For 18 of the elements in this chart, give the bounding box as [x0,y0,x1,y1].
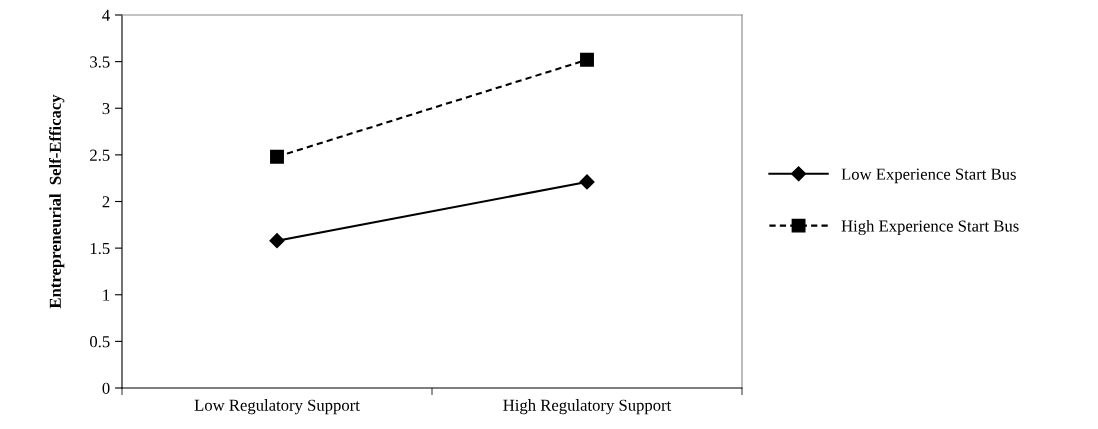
y-tick-label: 0 [102,382,110,394]
y-tick-label: 3.5 [90,56,110,68]
legend-label: Low Experience Start Bus [841,168,1016,184]
point [269,233,285,249]
y-tick-label: 1 [103,289,110,301]
y-tick-label: 2 [102,196,110,208]
x-tick-label: Low Regulatory Support [194,399,360,415]
point [270,149,284,164]
y-axis-title: Entrepreneurial Self-Efficacy [49,94,65,309]
y-tick-label: 3 [102,103,110,115]
point [579,174,595,190]
legend-label: High Experience Start Bus [841,219,1019,236]
y-tick-label: 2.5 [90,149,110,161]
y-tick-label: 0.5 [90,336,110,348]
x-tick-label: High Regulatory Support [503,399,672,415]
y-tick-label: 1.5 [90,242,110,255]
y-tick-label: 4 [102,9,110,21]
point [580,52,594,67]
